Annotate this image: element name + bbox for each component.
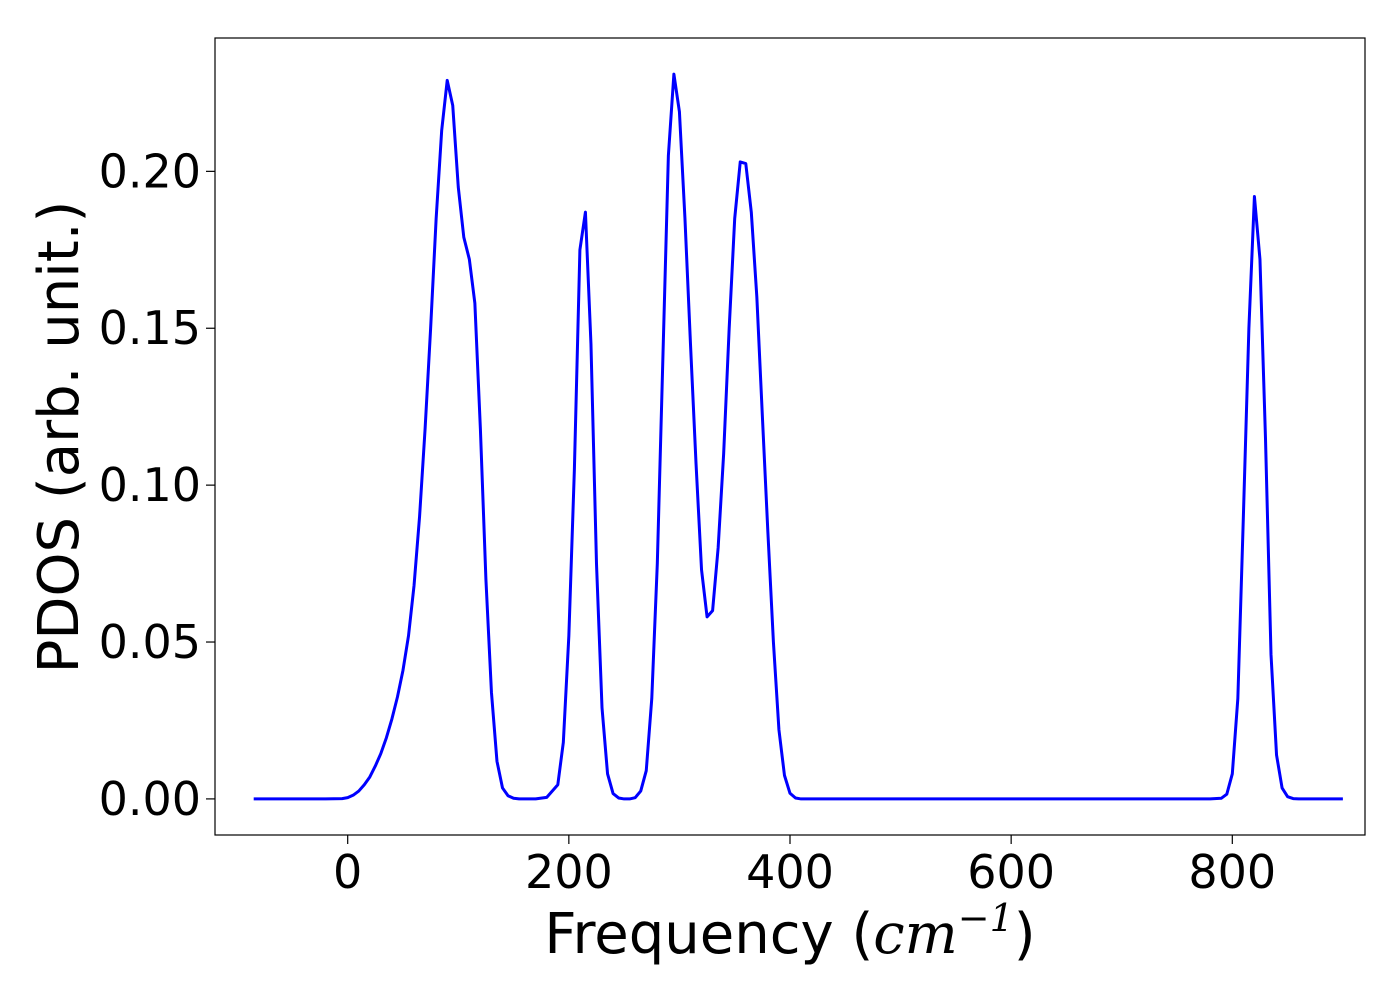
x-axis-label: Frequency (cm−1)	[544, 896, 1035, 967]
y-tick-label: 0.10	[99, 458, 201, 512]
y-tick-label: 0.20	[99, 144, 201, 198]
x-tick-label: 0	[333, 845, 362, 899]
x-axis: 0 200 400 600 800	[333, 835, 1276, 899]
x-tick-label: 600	[967, 845, 1055, 899]
series-line-0	[253, 72, 1343, 801]
x-tick-label: 800	[1188, 845, 1276, 899]
x-tick-label: 400	[746, 845, 834, 899]
series-layer	[253, 72, 1343, 801]
y-tick-label: 0.05	[99, 615, 201, 669]
y-tick-label: 0.00	[99, 772, 201, 826]
y-tick-label: 0.15	[99, 301, 201, 355]
y-axis: 0.00 0.05 0.10 0.15 0.20	[99, 144, 215, 826]
x-tick-label: 200	[525, 845, 613, 899]
y-axis-label: PDOS (arb. unit.)	[27, 201, 92, 674]
